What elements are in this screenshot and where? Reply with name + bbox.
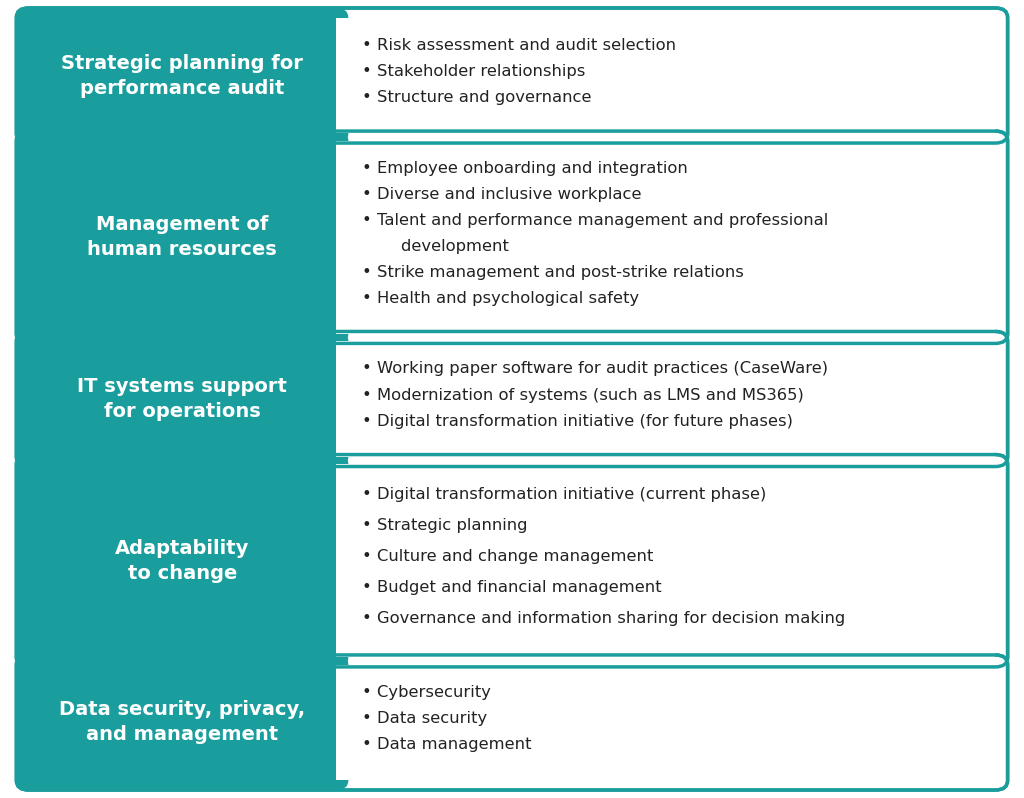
Text: Management of
human resources: Management of human resources <box>87 215 278 259</box>
Text: • Digital transformation initiative (for future phases): • Digital transformation initiative (for… <box>361 414 793 429</box>
Text: • Stakeholder relationships: • Stakeholder relationships <box>361 64 585 79</box>
Text: • Diverse and inclusive workplace: • Diverse and inclusive workplace <box>361 187 641 202</box>
Bar <box>290 140 336 334</box>
Text: • Health and psychological safety: • Health and psychological safety <box>361 291 639 306</box>
Text: • Structure and governance: • Structure and governance <box>361 90 591 105</box>
Text: • Culture and change management: • Culture and change management <box>361 548 653 563</box>
Text: • Budget and financial management: • Budget and financial management <box>361 579 662 595</box>
Text: • Cybersecurity: • Cybersecurity <box>361 685 490 700</box>
Bar <box>336 18 995 133</box>
Text: Adaptability
to change: Adaptability to change <box>115 539 250 583</box>
Bar <box>336 140 995 334</box>
FancyBboxPatch shape <box>16 655 348 790</box>
FancyBboxPatch shape <box>16 331 348 467</box>
Text: • Strategic planning: • Strategic planning <box>361 518 527 532</box>
Text: • Digital transformation initiative (current phase): • Digital transformation initiative (cur… <box>361 487 766 501</box>
Text: development: development <box>380 239 509 254</box>
Bar <box>290 464 336 658</box>
Text: • Modernization of systems (such as LMS and MS365): • Modernization of systems (such as LMS … <box>361 388 804 402</box>
Bar <box>336 341 995 457</box>
Bar <box>290 18 336 133</box>
Text: IT systems support
for operations: IT systems support for operations <box>78 377 288 421</box>
Text: • Data management: • Data management <box>361 737 531 753</box>
Text: Strategic planning for
performance audit: Strategic planning for performance audit <box>61 53 303 97</box>
Text: Data security, privacy,
and management: Data security, privacy, and management <box>59 701 305 745</box>
FancyBboxPatch shape <box>16 131 1008 343</box>
FancyBboxPatch shape <box>16 455 1008 667</box>
Text: • Talent and performance management and professional: • Talent and performance management and … <box>361 213 828 227</box>
Bar <box>290 341 336 457</box>
FancyBboxPatch shape <box>16 8 1008 143</box>
FancyBboxPatch shape <box>16 131 348 343</box>
Text: • Data security: • Data security <box>361 711 487 726</box>
Bar <box>336 464 995 658</box>
Bar <box>336 665 995 780</box>
Text: • Working paper software for audit practices (CaseWare): • Working paper software for audit pract… <box>361 361 827 376</box>
Text: • Risk assessment and audit selection: • Risk assessment and audit selection <box>361 38 676 53</box>
FancyBboxPatch shape <box>16 8 348 143</box>
FancyBboxPatch shape <box>16 655 1008 790</box>
Text: • Strike management and post-strike relations: • Strike management and post-strike rela… <box>361 265 743 280</box>
FancyBboxPatch shape <box>16 331 1008 467</box>
Bar <box>290 665 336 780</box>
Text: • Employee onboarding and integration: • Employee onboarding and integration <box>361 160 687 176</box>
FancyBboxPatch shape <box>16 455 348 667</box>
Text: • Governance and information sharing for decision making: • Governance and information sharing for… <box>361 610 845 626</box>
